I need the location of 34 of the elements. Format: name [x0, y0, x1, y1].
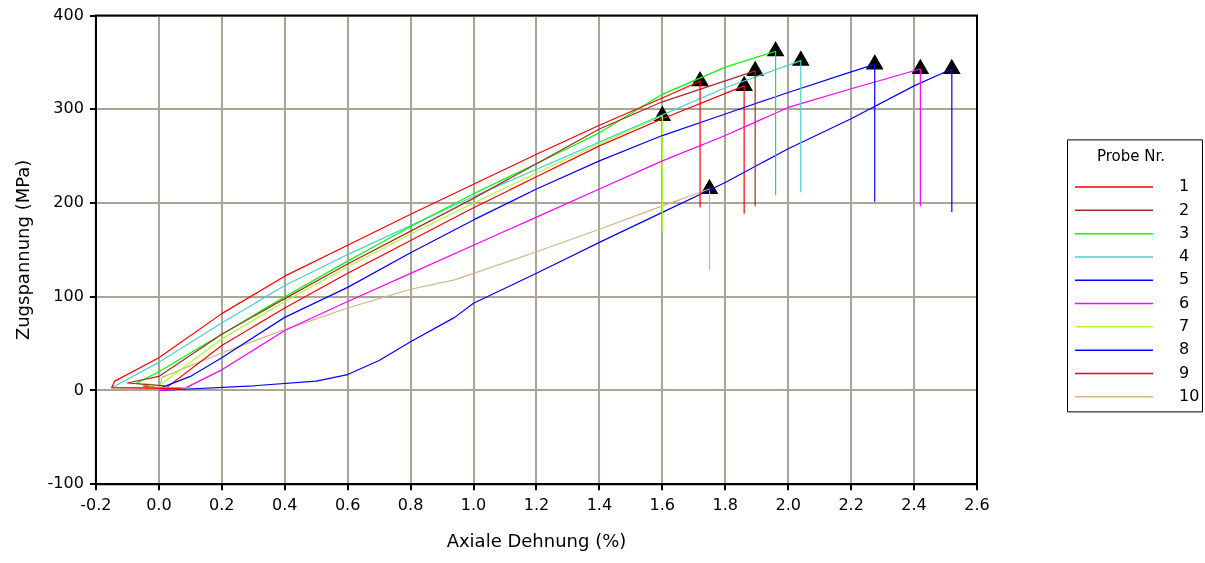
- legend-label: 7: [1179, 316, 1190, 336]
- x-tick-label: 0.4: [271, 494, 298, 514]
- y-tick-label: 200: [53, 192, 84, 212]
- legend-label: 5: [1179, 269, 1190, 289]
- legend-label: 10: [1179, 385, 1200, 405]
- x-tick-label: -0.2: [80, 494, 112, 514]
- x-tick-label: 2.4: [901, 494, 927, 514]
- legend-label: 8: [1179, 339, 1190, 359]
- x-tick-label: 1.0: [460, 494, 487, 514]
- y-tick-label: 100: [53, 285, 84, 305]
- y-tick-label: 400: [53, 4, 84, 24]
- y-tick-label: 300: [53, 98, 84, 118]
- x-tick-label: 0.6: [334, 494, 361, 514]
- x-tick-label: 2.0: [775, 494, 801, 514]
- legend-label: 2: [1179, 199, 1190, 219]
- x-tick-label: 0.0: [146, 494, 172, 514]
- x-tick-label: 0.8: [397, 494, 424, 514]
- legend-label: 6: [1179, 292, 1190, 312]
- x-tick-label: 1.4: [586, 494, 613, 514]
- y-tick-label: -100: [47, 473, 84, 493]
- x-tick-label: 1.8: [712, 494, 738, 514]
- x-tick-label: 2.2: [838, 494, 864, 514]
- legend-title: Probe Nr.: [1096, 147, 1166, 166]
- x-tick-label: 0.2: [209, 494, 235, 514]
- y-tick-label: 0: [73, 379, 84, 399]
- x-tick-label: 2.6: [964, 494, 990, 514]
- x-tick-label: 1.6: [649, 494, 676, 514]
- legend-label: 9: [1179, 362, 1190, 382]
- x-tick-label: 1.2: [523, 494, 550, 514]
- legend-label: 1: [1179, 176, 1190, 196]
- legend-label: 3: [1179, 222, 1190, 242]
- y-axis-title: Zugspannung (MPa): [12, 159, 34, 341]
- x-axis-title: Axiale Dehnung (%): [446, 529, 627, 551]
- legend-label: 4: [1179, 246, 1190, 266]
